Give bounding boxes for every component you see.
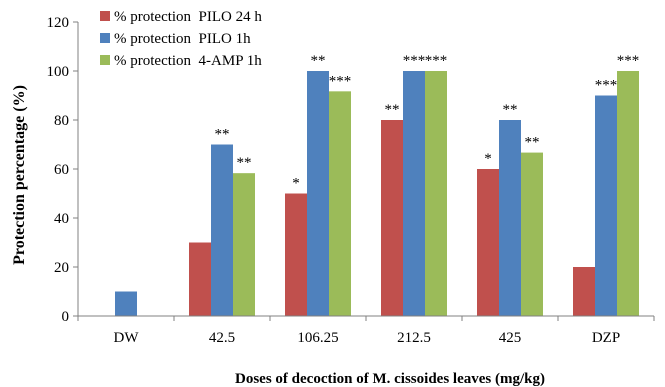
x-tick-label: DW (114, 330, 140, 346)
legend-label: % protection PILO 24 h (114, 9, 262, 25)
bar (211, 144, 233, 316)
x-tick-label: 106.25 (297, 330, 338, 346)
bar (425, 71, 447, 316)
significance-label: ** (503, 102, 518, 118)
y-axis-title: Protection percentage (%) (11, 85, 28, 265)
bar (477, 169, 499, 316)
legend-swatch (100, 11, 110, 21)
significance-label: ** (385, 102, 400, 118)
bar (381, 120, 403, 316)
bar (329, 91, 351, 317)
legend-label: % protection PILO 1h (114, 31, 251, 47)
x-tick-label: DZP (592, 330, 620, 346)
significance-label: *** (403, 53, 426, 69)
bar (521, 152, 543, 316)
bar (499, 120, 521, 316)
significance-label: *** (595, 78, 618, 94)
legend-swatch (100, 33, 110, 43)
significance-label: ** (311, 53, 326, 69)
y-tick-label: 40 (54, 211, 69, 227)
x-axis-title: Doses of decoction of M. cissoides leave… (235, 371, 545, 387)
significance-label: ** (525, 135, 540, 151)
significance-label: * (292, 176, 300, 192)
significance-label: ** (237, 155, 252, 171)
significance-label: *** (617, 53, 640, 69)
y-tick-label: 0 (62, 309, 70, 325)
bar (115, 291, 137, 316)
bar (189, 242, 211, 316)
significance-label: *** (329, 73, 352, 89)
x-tick-label: 42.5 (209, 330, 235, 346)
x-axis-ticks: DW 42.5 106.25 212.5 425 DZP (77, 316, 655, 346)
bar (233, 173, 255, 316)
y-tick-label: 80 (54, 113, 69, 129)
x-tick-label: 425 (499, 330, 522, 346)
y-axis-ticks: 0 20 40 60 80 100 120 (47, 15, 78, 325)
bar (403, 71, 425, 316)
y-tick-label: 20 (54, 260, 69, 276)
bar (595, 95, 617, 316)
legend-label: % protection 4-AMP 1h (114, 53, 262, 69)
legend: % protection PILO 24 h % protection PILO … (100, 9, 262, 69)
significance-labels: ******** ********************* (215, 53, 640, 192)
significance-label: ** (215, 127, 230, 143)
bars (115, 71, 639, 317)
significance-label: * (484, 151, 492, 167)
y-tick-label: 60 (54, 162, 69, 178)
y-tick-label: 120 (47, 15, 70, 31)
bar (573, 267, 595, 316)
legend-swatch (100, 55, 110, 65)
bar (307, 71, 329, 316)
bar (617, 71, 639, 316)
x-tick-label: 212.5 (397, 330, 431, 346)
significance-label: *** (425, 53, 448, 69)
y-tick-label: 100 (47, 64, 70, 80)
bar (285, 193, 307, 316)
